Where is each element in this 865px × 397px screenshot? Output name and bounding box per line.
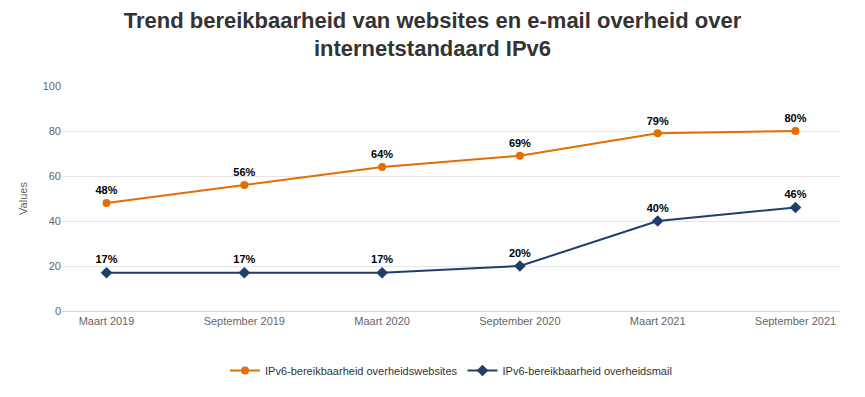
- svg-text:Maart 2021: Maart 2021: [630, 315, 686, 327]
- svg-text:69%: 69%: [509, 137, 531, 149]
- svg-text:20%: 20%: [509, 247, 531, 259]
- svg-text:48%: 48%: [96, 184, 118, 196]
- svg-text:IPv6-bereikbaarheid overheidsw: IPv6-bereikbaarheid overheidswebsites: [265, 365, 457, 377]
- svg-text:79%: 79%: [647, 115, 669, 127]
- svg-text:20: 20: [49, 260, 61, 272]
- svg-text:Values: Values: [17, 182, 29, 215]
- svg-text:September 2019: September 2019: [204, 315, 285, 327]
- svg-text:40: 40: [49, 215, 61, 227]
- svg-text:60: 60: [49, 170, 61, 182]
- svg-text:46%: 46%: [784, 188, 806, 200]
- svg-text:56%: 56%: [233, 166, 255, 178]
- svg-text:Maart 2020: Maart 2020: [354, 315, 410, 327]
- svg-text:40%: 40%: [647, 202, 669, 214]
- svg-text:Trend bereikbaarheid van websi: Trend bereikbaarheid van websites en e-m…: [124, 8, 742, 62]
- svg-text:September 2020: September 2020: [479, 315, 560, 327]
- svg-text:17%: 17%: [233, 253, 255, 265]
- svg-text:80: 80: [49, 125, 61, 137]
- svg-text:80%: 80%: [784, 112, 806, 124]
- svg-text:0: 0: [55, 305, 61, 317]
- svg-text:100: 100: [43, 80, 61, 92]
- svg-text:17%: 17%: [96, 253, 118, 265]
- svg-text:Maart 2019: Maart 2019: [79, 315, 135, 327]
- svg-text:17%: 17%: [371, 253, 393, 265]
- svg-text:64%: 64%: [371, 148, 393, 160]
- svg-text:IPv6-bereikbaarheid overheidsm: IPv6-bereikbaarheid overheidsmail: [502, 365, 671, 377]
- svg-text:September 2021: September 2021: [755, 315, 836, 327]
